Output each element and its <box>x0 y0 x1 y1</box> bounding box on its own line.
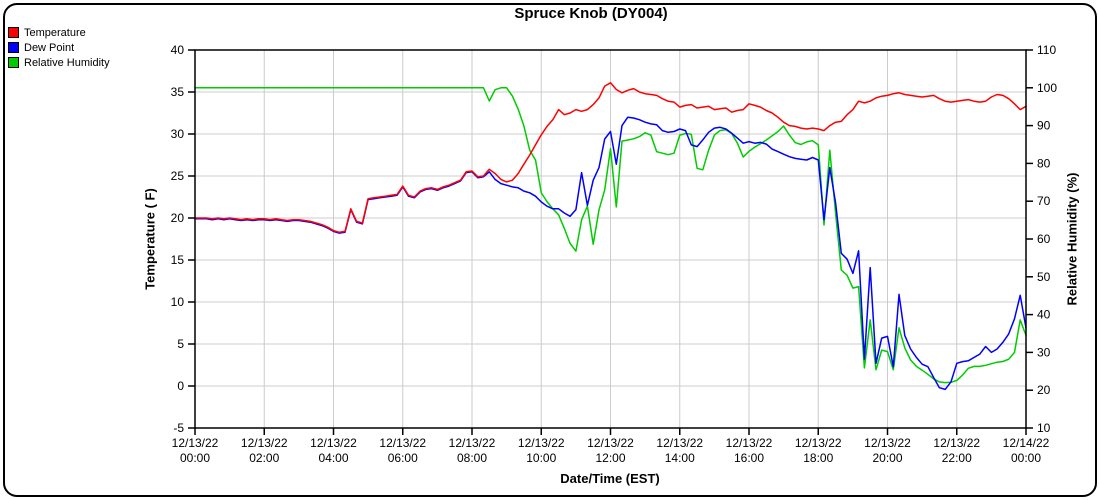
x-tick-label-time: 08:00 <box>457 451 487 465</box>
right-tick-label: 100 <box>1037 81 1057 95</box>
x-tick-label-date: 12/13/22 <box>310 436 357 450</box>
legend-item-relative-humidity: Relative Humidity <box>8 55 110 70</box>
right-tick-label: 60 <box>1037 232 1051 246</box>
legend-label: Temperature <box>24 26 86 39</box>
x-tick-label-date: 12/13/22 <box>795 436 842 450</box>
dew-point-line <box>194 116 1027 391</box>
chart-title: Spruce Knob (DY004) <box>514 5 668 22</box>
x-tick-label-date: 12/13/22 <box>241 436 288 450</box>
x-tick-label-time: 14:00 <box>665 451 695 465</box>
x-tick-label-time: 20:00 <box>872 451 902 465</box>
right-tick-label: 50 <box>1037 270 1051 284</box>
dew-point-swatch-icon <box>8 42 19 53</box>
left-tick-label: 35 <box>171 85 185 99</box>
x-tick-label-time: 18:00 <box>803 451 833 465</box>
temperature-line <box>194 82 1027 234</box>
x-tick-label-time: 22:00 <box>942 451 972 465</box>
left-tick-label: 30 <box>171 127 185 141</box>
legend-item-temperature: Temperature <box>8 25 110 40</box>
temperature-swatch-icon <box>8 27 19 38</box>
x-tick-label-time: 06:00 <box>388 451 418 465</box>
x-tick-label-time: 12:00 <box>595 451 625 465</box>
x-tick-label-time: 16:00 <box>734 451 764 465</box>
x-tick-label-time: 00:00 <box>1011 451 1041 465</box>
left-tick-label: 15 <box>171 253 185 267</box>
relative-humidity-line <box>194 87 1027 384</box>
right-tick-label: 110 <box>1037 43 1056 57</box>
left-tick-label: 20 <box>171 211 185 225</box>
x-tick-label-date: 12/13/22 <box>864 436 911 450</box>
left-tick-label: 25 <box>171 169 185 183</box>
right-tick-label: 90 <box>1037 119 1051 133</box>
legend: Temperature Dew Point Relative Humidity <box>8 25 110 70</box>
x-tick-label-date: 12/13/22 <box>379 436 426 450</box>
relative-humidity-swatch-icon <box>8 57 19 68</box>
x-tick-label-date: 12/13/22 <box>726 436 773 450</box>
left-tick-label: 0 <box>177 379 184 393</box>
legend-item-dew-point: Dew Point <box>8 40 110 55</box>
x-tick-label-date: 12/13/22 <box>172 436 219 450</box>
x-tick-label-date: 12/14/22 <box>1003 436 1050 450</box>
x-tick-label-time: 04:00 <box>318 451 348 465</box>
x-tick-label-date: 12/13/22 <box>518 436 565 450</box>
right-tick-label: 10 <box>1037 421 1051 435</box>
legend-label: Dew Point <box>24 41 75 54</box>
x-tick-label-time: 10:00 <box>526 451 556 465</box>
right-tick-label: 40 <box>1037 308 1051 322</box>
x-tick-label-date: 12/13/22 <box>587 436 634 450</box>
x-tick-label-time: 00:00 <box>180 451 210 465</box>
x-tick-label-date: 12/13/22 <box>449 436 496 450</box>
legend-label: Relative Humidity <box>24 56 110 69</box>
right-tick-label: 20 <box>1037 383 1051 397</box>
x-tick-label-date: 12/13/22 <box>656 436 703 450</box>
left-tick-label: -5 <box>173 421 184 435</box>
right-tick-label: 30 <box>1037 345 1051 359</box>
x-axis-title: Date/Time (EST) <box>560 471 660 486</box>
right-tick-label: 80 <box>1037 156 1051 170</box>
right-tick-label: 70 <box>1037 194 1051 208</box>
left-tick-label: 5 <box>177 337 184 351</box>
x-tick-label-time: 02:00 <box>249 451 279 465</box>
left-tick-label: 10 <box>171 295 185 309</box>
x-tick-label-date: 12/13/22 <box>933 436 980 450</box>
left-tick-label: 40 <box>171 43 185 57</box>
